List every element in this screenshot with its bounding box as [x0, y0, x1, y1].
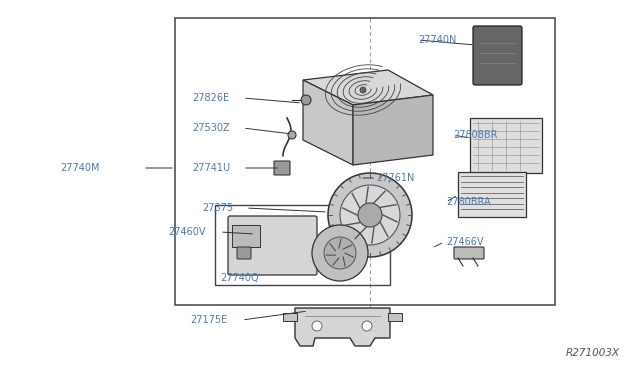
Text: 27175E: 27175E — [190, 315, 227, 325]
FancyBboxPatch shape — [470, 118, 542, 173]
Bar — [232, 225, 260, 247]
Text: 27826E: 27826E — [192, 93, 229, 103]
Polygon shape — [295, 308, 390, 346]
Text: 27460V: 27460V — [168, 227, 205, 237]
Text: 27466V: 27466V — [446, 237, 483, 247]
Bar — [215, 205, 390, 285]
Text: 27761N: 27761N — [376, 173, 414, 183]
Text: 2780BRA: 2780BRA — [446, 197, 491, 207]
FancyBboxPatch shape — [458, 172, 526, 217]
FancyBboxPatch shape — [237, 247, 251, 259]
Bar — [283, 313, 297, 321]
Circle shape — [288, 131, 296, 139]
Circle shape — [301, 95, 311, 105]
Circle shape — [358, 203, 382, 227]
Text: 27530Z: 27530Z — [192, 123, 230, 133]
Circle shape — [340, 185, 400, 245]
FancyBboxPatch shape — [274, 161, 290, 175]
Text: 27740N: 27740N — [418, 35, 456, 45]
Circle shape — [324, 237, 356, 269]
Bar — [175, 18, 555, 305]
Circle shape — [312, 321, 322, 331]
Text: R271003X: R271003X — [566, 348, 620, 358]
FancyBboxPatch shape — [473, 26, 522, 85]
Text: 27741U: 27741U — [192, 163, 230, 173]
Polygon shape — [303, 80, 353, 165]
Circle shape — [312, 225, 368, 281]
Text: 27375: 27375 — [202, 203, 233, 213]
Bar — [388, 313, 402, 321]
FancyBboxPatch shape — [228, 216, 317, 275]
Text: 27740Q: 27740Q — [220, 273, 259, 283]
FancyBboxPatch shape — [454, 247, 484, 259]
Text: 27740M: 27740M — [60, 163, 99, 173]
Circle shape — [362, 321, 372, 331]
Circle shape — [360, 87, 366, 93]
Text: 27808BR: 27808BR — [453, 130, 497, 140]
Polygon shape — [353, 95, 433, 165]
Polygon shape — [303, 70, 433, 105]
Circle shape — [328, 173, 412, 257]
